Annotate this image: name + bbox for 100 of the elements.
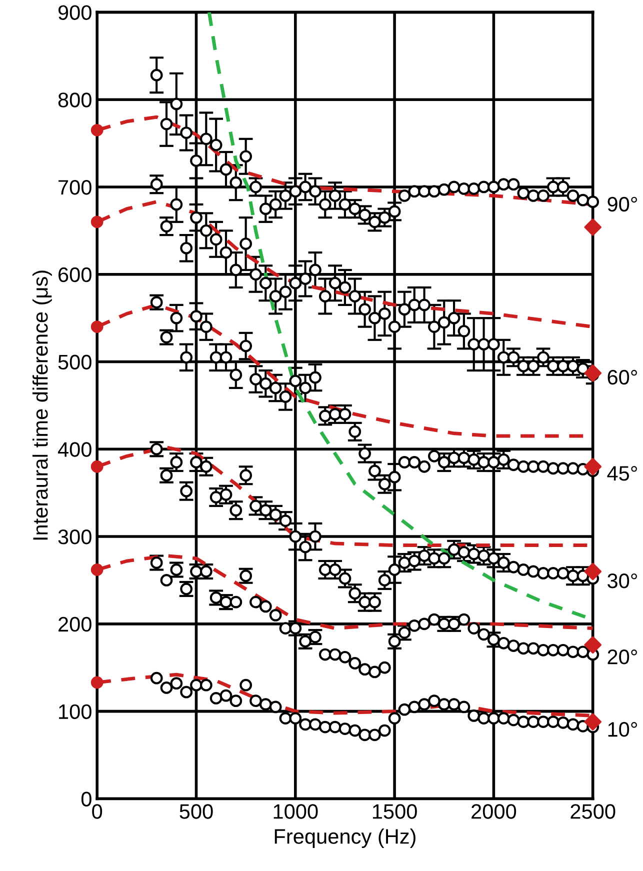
point [517, 642, 530, 655]
series-label: 20° [608, 650, 637, 664]
point [289, 530, 302, 543]
point [190, 456, 202, 468]
point [566, 646, 580, 658]
x-tick-label: 1500 [372, 804, 417, 819]
point [368, 728, 381, 742]
point [90, 676, 104, 689]
point [318, 648, 332, 661]
point [259, 377, 272, 390]
point [566, 190, 580, 202]
point [468, 548, 480, 560]
point [289, 185, 302, 198]
point [517, 360, 530, 372]
x-axis-title: Frequency (Hz) [274, 828, 416, 848]
y-tick-label: 300 [58, 530, 92, 544]
point [497, 636, 510, 650]
point [200, 132, 212, 146]
point [378, 211, 391, 224]
point [408, 298, 421, 312]
point [428, 552, 440, 565]
point [468, 453, 480, 466]
point [259, 276, 272, 290]
point [299, 272, 312, 285]
point [240, 678, 252, 692]
point [250, 268, 262, 281]
point [537, 644, 550, 656]
point [160, 574, 173, 586]
point [527, 360, 540, 372]
point [289, 276, 302, 290]
point [584, 364, 602, 382]
point [408, 554, 421, 568]
point [584, 636, 602, 654]
point [418, 618, 430, 630]
point [576, 646, 590, 658]
point [488, 456, 500, 468]
point [90, 320, 104, 333]
point [517, 460, 530, 473]
point [338, 572, 352, 585]
point [408, 619, 421, 632]
point [398, 703, 411, 716]
point [348, 657, 362, 670]
point [527, 565, 540, 578]
point [338, 650, 352, 664]
point [448, 452, 460, 464]
point [338, 281, 352, 294]
point [170, 312, 183, 324]
point [507, 714, 520, 726]
point [468, 182, 480, 195]
point [458, 452, 470, 464]
point [338, 408, 352, 420]
point [269, 608, 282, 622]
point [358, 303, 371, 316]
point [556, 462, 570, 475]
y-tick-label: 200 [58, 616, 92, 632]
point [279, 712, 292, 725]
point [537, 460, 550, 473]
point [507, 640, 520, 652]
point [418, 298, 430, 312]
point [318, 198, 332, 211]
point [438, 552, 450, 565]
point [438, 698, 450, 711]
point [488, 552, 500, 565]
point [309, 185, 322, 198]
point [250, 596, 262, 608]
point [269, 198, 282, 211]
point [160, 118, 173, 130]
point [309, 718, 322, 731]
point [250, 500, 262, 512]
point [576, 362, 590, 375]
point [507, 178, 520, 191]
point [418, 185, 430, 198]
point [488, 338, 500, 350]
point [566, 462, 580, 475]
point [517, 564, 530, 576]
point [318, 720, 332, 734]
x-tick-label: 0 [92, 804, 102, 819]
point [250, 180, 262, 194]
point [507, 458, 520, 472]
point [150, 178, 163, 191]
point [200, 678, 212, 692]
point [269, 290, 282, 302]
point [220, 689, 232, 702]
point [299, 540, 312, 554]
point [368, 216, 381, 228]
point [299, 718, 312, 731]
point [180, 686, 193, 698]
point [517, 186, 530, 200]
point [527, 642, 540, 655]
point [210, 233, 222, 246]
point [190, 678, 202, 692]
point [170, 98, 183, 110]
point [358, 596, 371, 608]
point [584, 218, 602, 236]
point [90, 216, 104, 228]
series-label: 10° [608, 722, 637, 737]
point [478, 628, 490, 641]
y-tick-label: 500 [58, 354, 92, 370]
point [328, 564, 342, 576]
legend-label: 90° [608, 196, 637, 212]
